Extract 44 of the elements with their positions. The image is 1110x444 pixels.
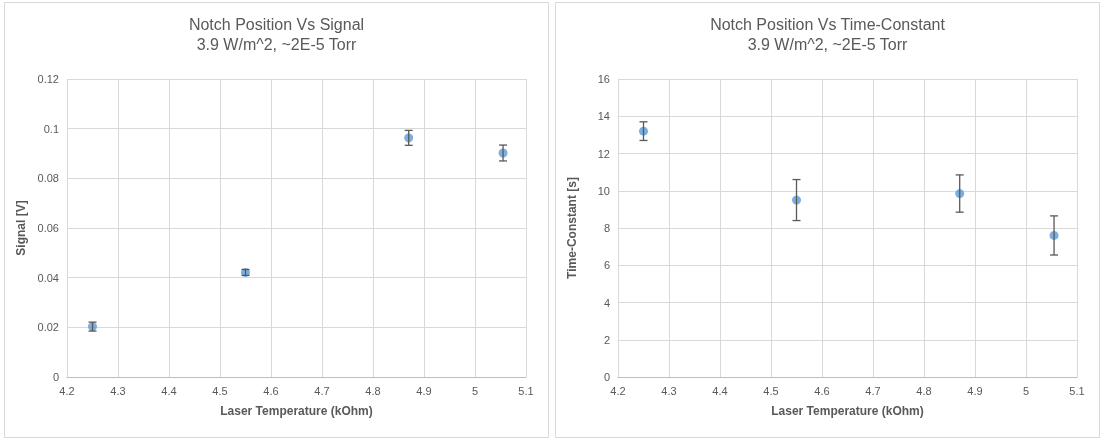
x-tick-label: 4.6	[263, 384, 279, 397]
y-tick-label: 16	[597, 73, 610, 85]
x-tick-label: 4.5	[763, 384, 779, 397]
x-axis-title: Laser Temperature (kOhm)	[771, 404, 924, 418]
y-tick-label: 0.02	[37, 321, 59, 334]
y-axis-title: Time-Constant [s]	[565, 177, 579, 279]
x-tick-label: 4.4	[712, 384, 728, 397]
x-tick-label: 4.3	[110, 384, 126, 397]
x-tick-label: 4.4	[161, 384, 177, 397]
y-tick-label: 6	[603, 259, 610, 272]
chart-title: Notch Position Vs Signal	[188, 15, 365, 33]
y-tick-label: 0.04	[37, 271, 59, 284]
x-tick-label: 4.8	[916, 384, 932, 397]
x-tick-label: 5.1	[518, 384, 534, 397]
x-tick-label: 5	[471, 384, 479, 397]
x-tick-label: 4.3	[661, 384, 677, 397]
chart-subtitle: 3.9 W/m^2, ~2E-5 Torr	[196, 35, 358, 53]
y-tick-label: 0.12	[37, 73, 59, 85]
x-tick-label: 4.5	[212, 384, 228, 397]
y-axis-title: Signal [V]	[13, 200, 28, 256]
x-tick-label: 4.2	[610, 384, 626, 397]
y-tick-label: 0.08	[37, 172, 59, 185]
y-tick-label: 10	[597, 184, 610, 197]
y-tick-label: 0.1	[43, 122, 59, 135]
y-tick-label: 0	[603, 371, 610, 383]
y-tick-label: 0	[52, 371, 59, 383]
x-tick-label: 5	[1022, 384, 1030, 397]
x-tick-label: 4.8	[365, 384, 381, 397]
x-tick-label: 4.9	[416, 384, 432, 397]
y-tick-label: 14	[597, 110, 610, 123]
y-tick-label: 4	[603, 296, 610, 309]
x-tick-label: 4.7	[314, 384, 330, 397]
x-tick-label: 5.1	[1069, 384, 1085, 397]
chart-title: Notch Position Vs Time-Constant	[710, 15, 946, 33]
x-tick-label: 4.6	[814, 384, 830, 397]
x-tick-label: 4.9	[967, 384, 983, 397]
y-tick-label: 12	[597, 147, 610, 160]
y-tick-label: 0.06	[37, 222, 59, 234]
x-tick-label: 4.7	[865, 384, 881, 397]
y-tick-label: 8	[603, 222, 610, 234]
x-tick-label: 4.2	[59, 384, 75, 397]
x-axis-title: Laser Temperature (kOhm)	[220, 404, 373, 418]
chart-subtitle: 3.9 W/m^2, ~2E-5 Torr	[747, 35, 909, 53]
y-tick-label: 2	[603, 333, 610, 346]
